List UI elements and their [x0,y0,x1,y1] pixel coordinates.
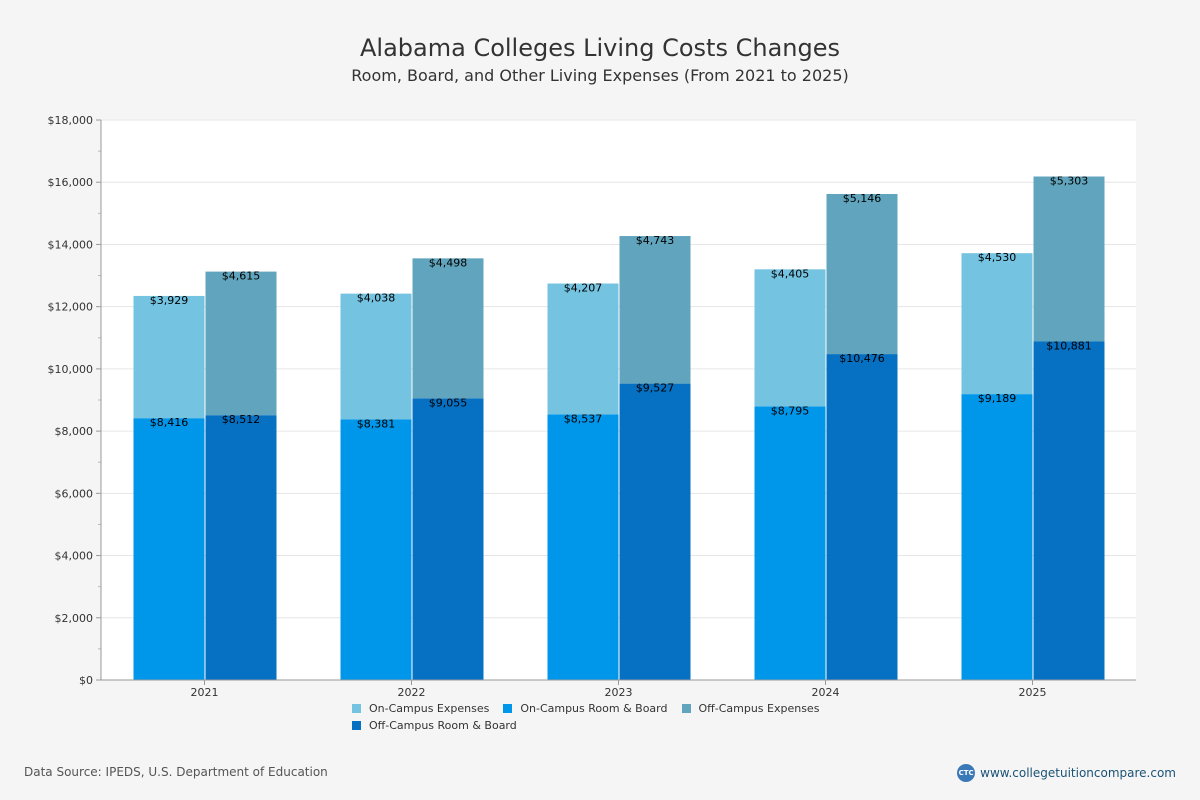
data-label: $5,146 [843,192,882,205]
legend: On-Campus Expenses On-Campus Room & Boar… [352,700,852,734]
data-label: $4,207 [564,282,603,295]
y-tick-label: $10,000 [48,363,94,376]
x-tick-label: 2025 [1019,686,1047,699]
x-tick-label: 2024 [812,686,840,699]
bar-segment [205,271,277,416]
legend-label: Off-Campus Room & Board [369,719,517,732]
y-tick-label: $14,000 [48,238,94,251]
data-label: $4,743 [636,234,675,247]
bar-segment [340,419,412,680]
bar-segment [826,354,898,680]
x-tick-label: 2021 [191,686,219,699]
y-tick-label: $8,000 [55,425,94,438]
bar-segment [340,293,412,420]
data-label: $4,530 [978,251,1017,264]
bar-segment [547,283,619,415]
y-tick-label: $0 [79,674,93,687]
bar-segment [754,269,826,407]
legend-label: On-Campus Room & Board [520,702,668,715]
x-tick-label: 2023 [605,686,633,699]
legend-item-off-campus-expenses[interactable]: Off-Campus Expenses [681,702,820,715]
legend-swatch [352,704,361,713]
x-tick-label: 2022 [398,686,426,699]
data-label: $4,405 [771,267,810,280]
legend-swatch [352,721,361,730]
brand-url: www.collegetuitioncompare.com [980,766,1176,780]
bar-segment [754,406,826,680]
data-source-note: Data Source: IPEDS, U.S. Department of E… [24,765,328,779]
y-tick-label: $6,000 [55,487,94,500]
data-label: $4,615 [222,270,261,283]
bar-segment [961,253,1033,395]
y-tick-label: $2,000 [55,612,94,625]
legend-label: On-Campus Expenses [369,702,490,715]
bars [133,176,1105,680]
legend-item-off-campus-room-board[interactable]: Off-Campus Room & Board [352,719,517,732]
brand-link[interactable]: CTC www.collegetuitioncompare.com [957,764,1176,782]
bar-segment [205,415,277,680]
bar-segment [412,258,484,399]
chart-subtitle: Room, Board, and Other Living Expenses (… [351,66,849,85]
legend-label: Off-Campus Expenses [698,702,820,715]
chart-title: Alabama Colleges Living Costs Changes [360,34,840,62]
bar-segment [547,414,619,680]
data-label: $8,795 [771,404,810,417]
data-label: $10,476 [839,352,885,365]
bar-segment [961,394,1033,680]
legend-item-on-campus-room-board[interactable]: On-Campus Room & Board [503,702,668,715]
bar-segment [133,418,205,680]
data-label: $8,416 [150,416,189,429]
y-tick-label: $12,000 [48,301,94,314]
data-labels: $8,416 $3,929 $8,512 $4,615 $8,381 $4,038 $9,0… [150,174,1092,430]
bar-segment [133,295,205,419]
data-label: $9,527 [636,382,675,395]
bar-segment [619,236,691,384]
data-label: $10,881 [1046,339,1092,352]
data-label: $9,189 [978,392,1017,405]
bar-segment [1033,176,1105,342]
legend-swatch [503,704,513,713]
bar-segment [826,193,898,355]
bar-segment [1033,341,1105,680]
data-label: $9,055 [429,396,468,409]
bar-segment [619,383,691,680]
data-label: $5,303 [1050,174,1089,187]
data-label: $8,512 [222,413,261,426]
data-label: $8,381 [357,417,396,430]
data-label: $8,537 [564,412,603,425]
legend-item-on-campus-expenses[interactable]: On-Campus Expenses [352,702,489,715]
bar-segment [412,398,484,680]
data-label: $3,929 [150,294,189,307]
data-label: $4,498 [429,256,468,269]
legend-swatch [681,704,691,713]
y-tick-label: $18,000 [48,114,94,127]
ctc-logo-icon: CTC [957,764,976,782]
axes: $0 $2,000 $4,000 $6,000 $8,000 $10,000 $12,000… [48,114,1136,699]
y-tick-label: $4,000 [55,550,94,563]
y-tick-label: $16,000 [48,176,94,189]
data-label: $4,038 [357,292,396,305]
